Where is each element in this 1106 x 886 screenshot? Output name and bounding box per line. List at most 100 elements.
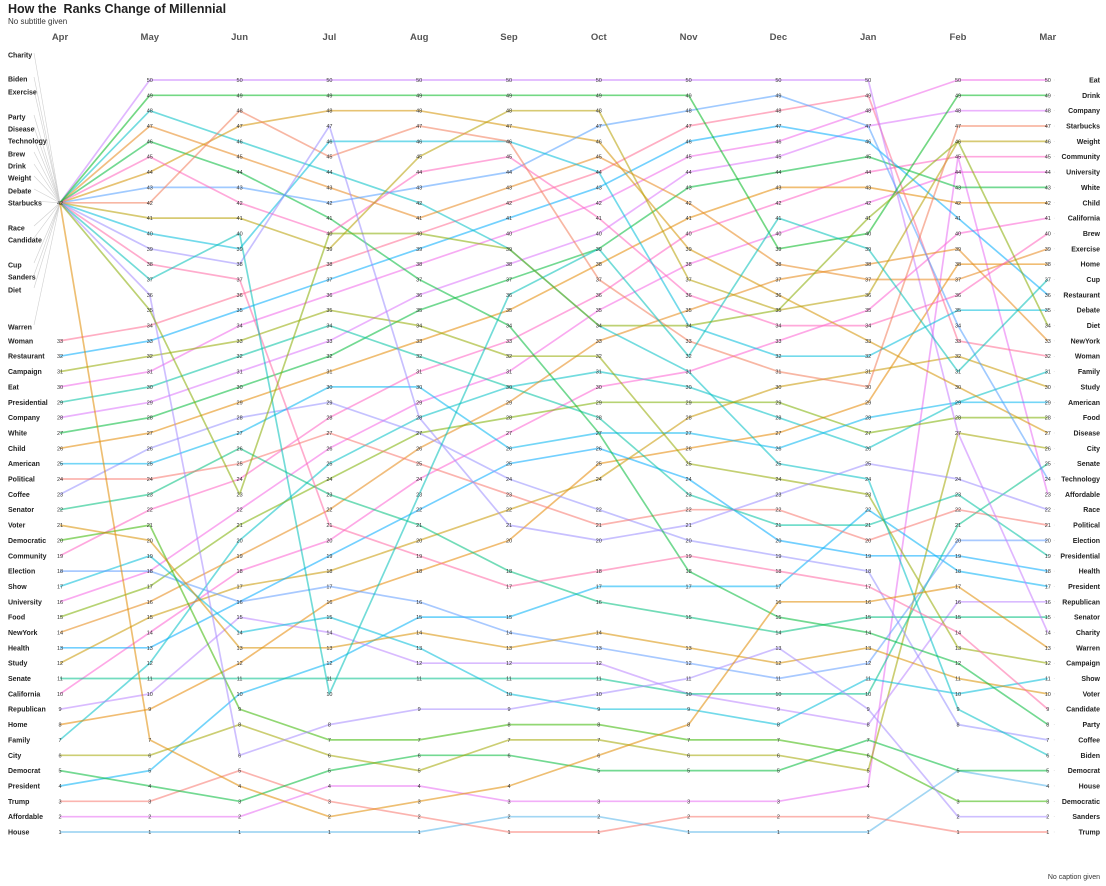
rank-number-jul-36: 36 — [326, 293, 332, 299]
rank-number-apr-13: 13 — [57, 646, 63, 652]
series-line-company — [59, 109, 1048, 419]
rank-number-nov-31: 31 — [686, 370, 692, 376]
rank-number-nov-19: 19 — [686, 554, 692, 560]
rank-number-sep-47: 47 — [506, 124, 512, 130]
rank-number-jan-12: 12 — [865, 661, 871, 667]
rank-number-nov-34: 34 — [686, 324, 692, 330]
rank-number-nov-46: 46 — [686, 139, 692, 145]
series-line-party — [59, 140, 1049, 726]
rank-number-sep-2: 2 — [507, 815, 510, 821]
left-label-california: California — [8, 691, 40, 698]
rank-number-may-29: 29 — [147, 400, 153, 406]
series-line-community — [59, 155, 1048, 557]
right-label-senate: Senate — [1077, 461, 1100, 468]
rank-number-aug-29: 29 — [416, 400, 422, 406]
right-label-party: Party — [1082, 722, 1100, 729]
rank-number-jul-41: 41 — [326, 216, 332, 222]
rank-number-jan-13: 13 — [865, 646, 871, 652]
series-line-coffee — [59, 401, 1048, 741]
rank-number-sep-44: 44 — [506, 170, 512, 176]
rank-number-apr-10: 10 — [57, 692, 63, 698]
rank-number-jul-4: 4 — [328, 784, 331, 790]
rank-number-apr-29: 29 — [57, 400, 63, 406]
rank-number-apr-27: 27 — [57, 431, 63, 437]
rank-number-nov-40: 40 — [686, 231, 692, 237]
rank-number-apr-4: 4 — [58, 784, 61, 790]
rank-number-sep-48: 48 — [506, 109, 512, 115]
left-label-cup: Cup — [8, 263, 22, 270]
rank-number-jul-5: 5 — [328, 769, 331, 775]
rank-number-nov-22: 22 — [686, 508, 692, 514]
series-line-president — [59, 508, 1048, 787]
left-label-diet: Diet — [8, 288, 22, 295]
rank-number-apr-42: 42 — [57, 201, 63, 207]
rank-number-may-40: 40 — [147, 231, 153, 237]
rank-number-nov-20: 20 — [686, 538, 692, 544]
rank-number-mar-3: 3 — [1046, 799, 1049, 805]
rank-number-dec-29: 29 — [775, 400, 781, 406]
rank-number-jan-24: 24 — [865, 477, 871, 483]
connector-line-weight — [33, 175, 61, 203]
left-label-home: Home — [8, 722, 28, 729]
rank-number-jun-14: 14 — [237, 630, 243, 636]
rank-number-oct-21: 21 — [596, 523, 602, 529]
rank-number-sep-17: 17 — [506, 584, 512, 590]
rank-number-aug-50: 50 — [416, 78, 422, 84]
rank-number-feb-37: 37 — [955, 278, 961, 284]
month-label-oct: Oct — [591, 32, 608, 43]
rank-number-dec-47: 47 — [775, 124, 781, 130]
rank-number-jun-48: 48 — [237, 109, 243, 115]
rank-number-nov-42: 42 — [686, 201, 692, 207]
rank-number-jun-29: 29 — [237, 400, 243, 406]
rank-number-sep-25: 25 — [506, 462, 512, 468]
left-label-exercise: Exercise — [8, 90, 37, 97]
rank-number-may-41: 41 — [147, 216, 153, 222]
rank-number-sep-46: 46 — [506, 139, 512, 145]
rank-number-nov-36: 36 — [686, 293, 692, 299]
rank-number-jan-47: 47 — [865, 124, 871, 130]
month-label-jul: Jul — [323, 32, 337, 43]
rank-number-dec-22: 22 — [775, 508, 781, 514]
rank-number-jan-1: 1 — [867, 830, 870, 836]
rank-number-may-12: 12 — [147, 661, 153, 667]
rank-number-oct-48: 48 — [596, 109, 602, 115]
rank-number-sep-33: 33 — [506, 339, 512, 345]
rank-number-nov-26: 26 — [686, 446, 692, 452]
rank-number-mar-4: 4 — [1046, 784, 1049, 790]
series-line-university — [59, 171, 1048, 603]
month-label-feb: Feb — [950, 32, 967, 43]
right-label-cup: Cup — [1086, 277, 1100, 284]
right-label-starbucks: Starbucks — [1066, 124, 1100, 131]
rank-number-may-23: 23 — [147, 492, 153, 498]
right-label-technology: Technology — [1061, 477, 1100, 484]
rank-number-nov-49: 49 — [686, 93, 692, 99]
rank-number-sep-45: 45 — [506, 155, 512, 161]
rank-number-may-31: 31 — [147, 370, 153, 376]
rank-number-aug-11: 11 — [416, 677, 422, 683]
rank-number-apr-23: 23 — [57, 492, 63, 498]
rank-number-jul-6: 6 — [328, 753, 331, 759]
rank-number-mar-33: 33 — [1045, 339, 1051, 345]
rank-number-jun-3: 3 — [238, 799, 241, 805]
rank-number-mar-5: 5 — [1046, 769, 1049, 775]
rank-number-sep-1: 1 — [507, 830, 510, 836]
rank-number-jul-14: 14 — [326, 630, 332, 636]
rank-number-mar-50: 50 — [1045, 78, 1051, 84]
rank-number-jun-41: 41 — [237, 216, 243, 222]
rank-number-sep-18: 18 — [506, 569, 512, 575]
rank-number-mar-40: 40 — [1045, 231, 1051, 237]
rank-number-mar-27: 27 — [1045, 431, 1051, 437]
rank-number-jul-30: 30 — [326, 385, 332, 391]
rank-number-jul-2: 2 — [328, 815, 331, 821]
rank-number-oct-12: 12 — [596, 661, 602, 667]
rank-number-feb-11: 11 — [955, 677, 961, 683]
rank-number-dec-6: 6 — [777, 753, 780, 759]
rank-number-dec-50: 50 — [775, 78, 781, 84]
rank-number-nov-13: 13 — [686, 646, 692, 652]
right-label-white: White — [1081, 185, 1100, 192]
rank-number-may-39: 39 — [147, 247, 153, 253]
rank-number-feb-1: 1 — [956, 830, 959, 836]
rank-number-apr-24: 24 — [57, 477, 63, 483]
series-line-exercise — [59, 125, 1049, 281]
rank-number-dec-36: 36 — [775, 293, 781, 299]
